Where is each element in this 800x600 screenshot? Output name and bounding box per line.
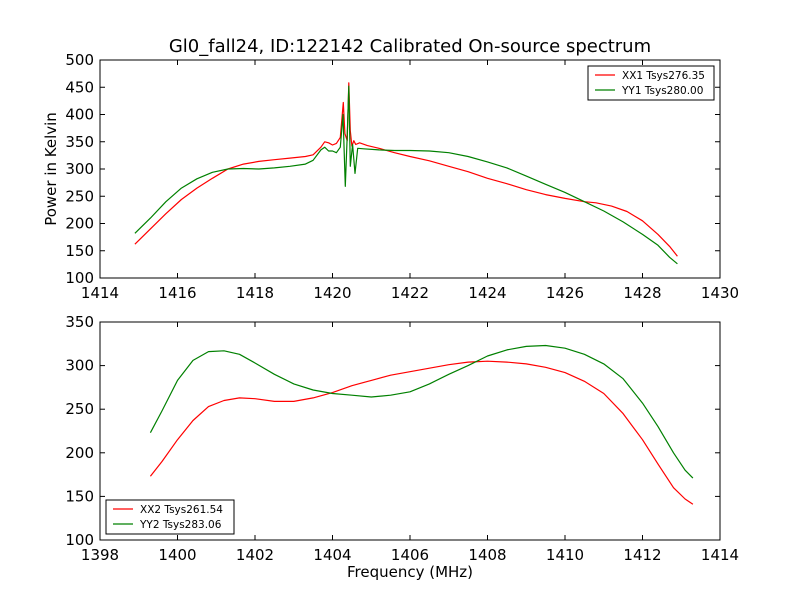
series-line-xx-panel-1 [134, 82, 678, 257]
x-tick-label: 1412 [623, 546, 661, 564]
legend: XX1 Tsys276.35 YY1 Tsys280.00 [587, 65, 715, 101]
y-tick-label: 300 [65, 357, 94, 375]
y-tick-label: 200 [65, 215, 94, 233]
legend-label: XX1 Tsys276.35 [622, 70, 705, 82]
y-tick-label: 400 [65, 106, 94, 124]
x-tick-label: 1416 [158, 284, 196, 302]
figure-title: Gl0_fall24, ID:122142 Calibrated On-sour… [169, 36, 651, 57]
top-panel: 1414 1416 1418 1420 1422 1424 1426 1428 1430 100 1… [42, 51, 739, 302]
x-tick-label: 1424 [468, 284, 506, 302]
x-tick-label: 1422 [391, 284, 429, 302]
x-tick-label: 1428 [623, 284, 661, 302]
y-tick-label: 450 [65, 78, 94, 96]
legend-box [587, 65, 715, 101]
y-tick-label: 200 [65, 444, 94, 462]
x-tick-label: 1430 [701, 284, 739, 302]
x-tick-label: 1426 [546, 284, 584, 302]
x-tick-label: 1408 [468, 546, 506, 564]
x-axis-label: Frequency (MHz) [347, 563, 473, 581]
legend-label: XX2 Tsys261.54 [140, 504, 223, 516]
series-line-yy-panel-1 [134, 85, 678, 265]
y-axis-label: Power in Kelvin [42, 112, 60, 226]
series-line-xx-panel-2 [149, 360, 694, 505]
y-tick-label: 250 [65, 400, 94, 418]
y-tick-label: 100 [65, 269, 94, 287]
x-tick-label: 1410 [546, 546, 584, 564]
bottom-panel: 1398 1400 1402 1404 1406 1408 1410 1412 1414 100 1… [65, 313, 739, 581]
y-tick-label: 100 [65, 531, 94, 549]
y-tick-label: 250 [65, 187, 94, 205]
y-tick-label: 150 [65, 242, 94, 260]
y-tick-label: 300 [65, 160, 94, 178]
x-tick-label: 1400 [158, 546, 196, 564]
legend: XX2 Tsys261.54 YY2 Tsys283.06 [105, 499, 235, 535]
legend-box [105, 499, 235, 535]
y-tick-label: 350 [65, 133, 94, 151]
x-tick-label: 1398 [81, 546, 119, 564]
x-tick-label: 1404 [313, 546, 351, 564]
x-tick-label: 1406 [391, 546, 429, 564]
y-tick-label: 350 [65, 313, 94, 331]
y-tick-label: 500 [65, 51, 94, 69]
x-tick-label: 1414 [81, 284, 119, 302]
x-tick-label: 1418 [236, 284, 274, 302]
x-tick-label: 1420 [313, 284, 351, 302]
y-tick-label: 150 [65, 487, 94, 505]
x-tick-label: 1402 [236, 546, 274, 564]
legend-label: YY1 Tsys280.00 [621, 85, 703, 97]
series-line-yy-panel-2 [149, 344, 694, 479]
legend-label: YY2 Tsys283.06 [139, 519, 222, 531]
x-tick-label: 1414 [701, 546, 739, 564]
